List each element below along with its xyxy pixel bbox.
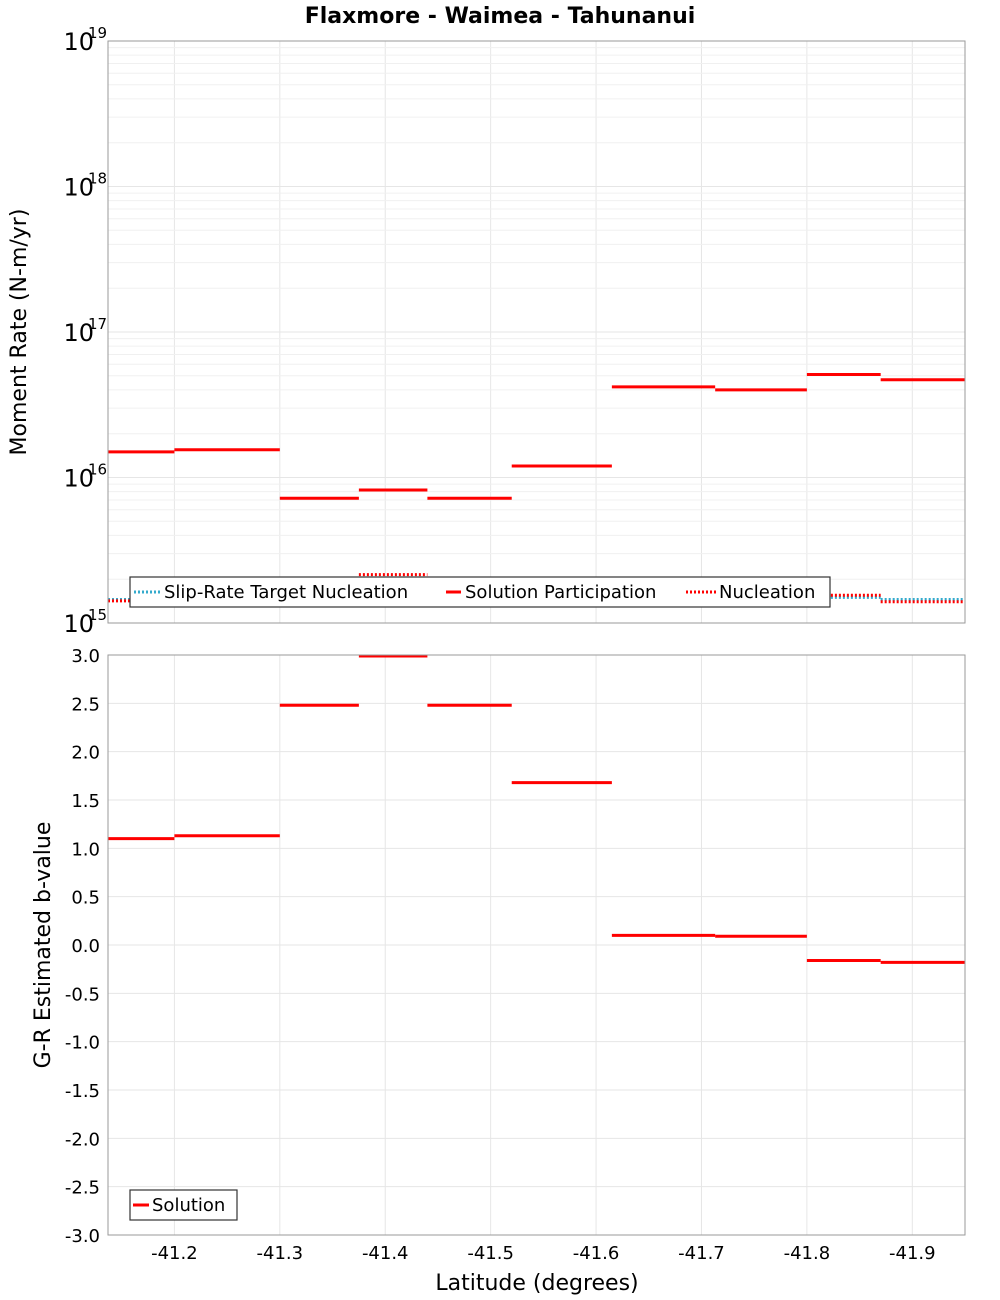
bottom-y-tick-label: 0.0 bbox=[71, 936, 100, 957]
bottom-y-tick-label: -2.0 bbox=[65, 1129, 100, 1150]
top-y-tick-exponent: 17 bbox=[88, 315, 107, 333]
top-y-tick-exponent: 18 bbox=[88, 170, 107, 188]
bottom-y-axis-label: G-R Estimated b-value bbox=[31, 822, 56, 1069]
x-axis-label: Latitude (degrees) bbox=[435, 1271, 638, 1296]
bottom-plot-series bbox=[108, 654, 965, 964]
top-y-tick-label: 10 bbox=[63, 174, 94, 202]
bottom-y-ticks: 3.0 2.5 2.0 1.5 1.0 0.5 0.0 -0.5 -1.0 -1.5 -2.0 -2.… bbox=[65, 646, 100, 1247]
legend-label-slip-rate-target: Slip-Rate Target Nucleation bbox=[164, 582, 408, 603]
top-y-tick-label: 10 bbox=[63, 28, 94, 56]
bottom-legend: Solution bbox=[129, 1189, 238, 1221]
top-legend: Slip-Rate Target Nucleation Solution Par… bbox=[129, 576, 831, 608]
x-tick-label: -41.7 bbox=[678, 1243, 725, 1264]
legend-label-nucleation: Nucleation bbox=[719, 582, 815, 603]
legend-label-solution: Solution bbox=[152, 1195, 225, 1216]
x-tick-label: -41.5 bbox=[467, 1243, 514, 1264]
x-ticks: -41.2 -41.3 -41.4 -41.5 -41.6 -41.7 -41.8 -41.9 bbox=[151, 1243, 935, 1264]
top-y-tick-exponent: 19 bbox=[88, 24, 107, 42]
top-y-tick-label: 10 bbox=[63, 465, 94, 493]
top-y-tick-label: 10 bbox=[63, 610, 94, 638]
top-y-axis-label: Moment Rate (N-m/yr) bbox=[7, 209, 32, 456]
bottom-plot-grid bbox=[108, 654, 965, 1236]
top-y-tick-exponent: 16 bbox=[88, 461, 107, 479]
x-tick-label: -41.2 bbox=[151, 1243, 198, 1264]
top-y-tick-label: 10 bbox=[63, 319, 94, 347]
bottom-y-tick-label: -0.5 bbox=[65, 984, 100, 1005]
x-tick-label: -41.4 bbox=[362, 1243, 409, 1264]
bottom-plot-frame bbox=[107, 654, 966, 1236]
legend-label-solution-participation: Solution Participation bbox=[465, 582, 656, 603]
top-plot-series bbox=[108, 373, 965, 604]
bottom-y-tick-label: -2.5 bbox=[65, 1178, 100, 1199]
bottom-y-tick-label: 0.5 bbox=[71, 888, 100, 909]
x-tick-label: -41.6 bbox=[573, 1243, 620, 1264]
bottom-y-tick-label: -3.0 bbox=[65, 1226, 100, 1247]
top-y-tick-exponent: 15 bbox=[88, 606, 107, 624]
bottom-y-tick-label: -1.5 bbox=[65, 1081, 100, 1102]
bottom-y-tick-label: -1.0 bbox=[65, 1033, 100, 1054]
bottom-y-tick-label: 1.5 bbox=[71, 791, 100, 812]
x-tick-label: -41.9 bbox=[889, 1243, 936, 1264]
top-plot-grid bbox=[108, 40, 965, 624]
top-legend-box bbox=[129, 576, 831, 608]
bottom-y-tick-label: 2.0 bbox=[71, 743, 100, 764]
x-tick-label: -41.8 bbox=[784, 1243, 831, 1264]
bottom-y-tick-label: 1.0 bbox=[71, 839, 100, 860]
bottom-y-tick-label: 3.0 bbox=[71, 646, 100, 667]
top-plot-frame bbox=[107, 40, 966, 624]
bottom-y-tick-label: 2.5 bbox=[71, 694, 100, 715]
chart-title: Flaxmore - Waimea - Tahunanui bbox=[305, 4, 696, 29]
x-tick-label: -41.3 bbox=[257, 1243, 304, 1264]
